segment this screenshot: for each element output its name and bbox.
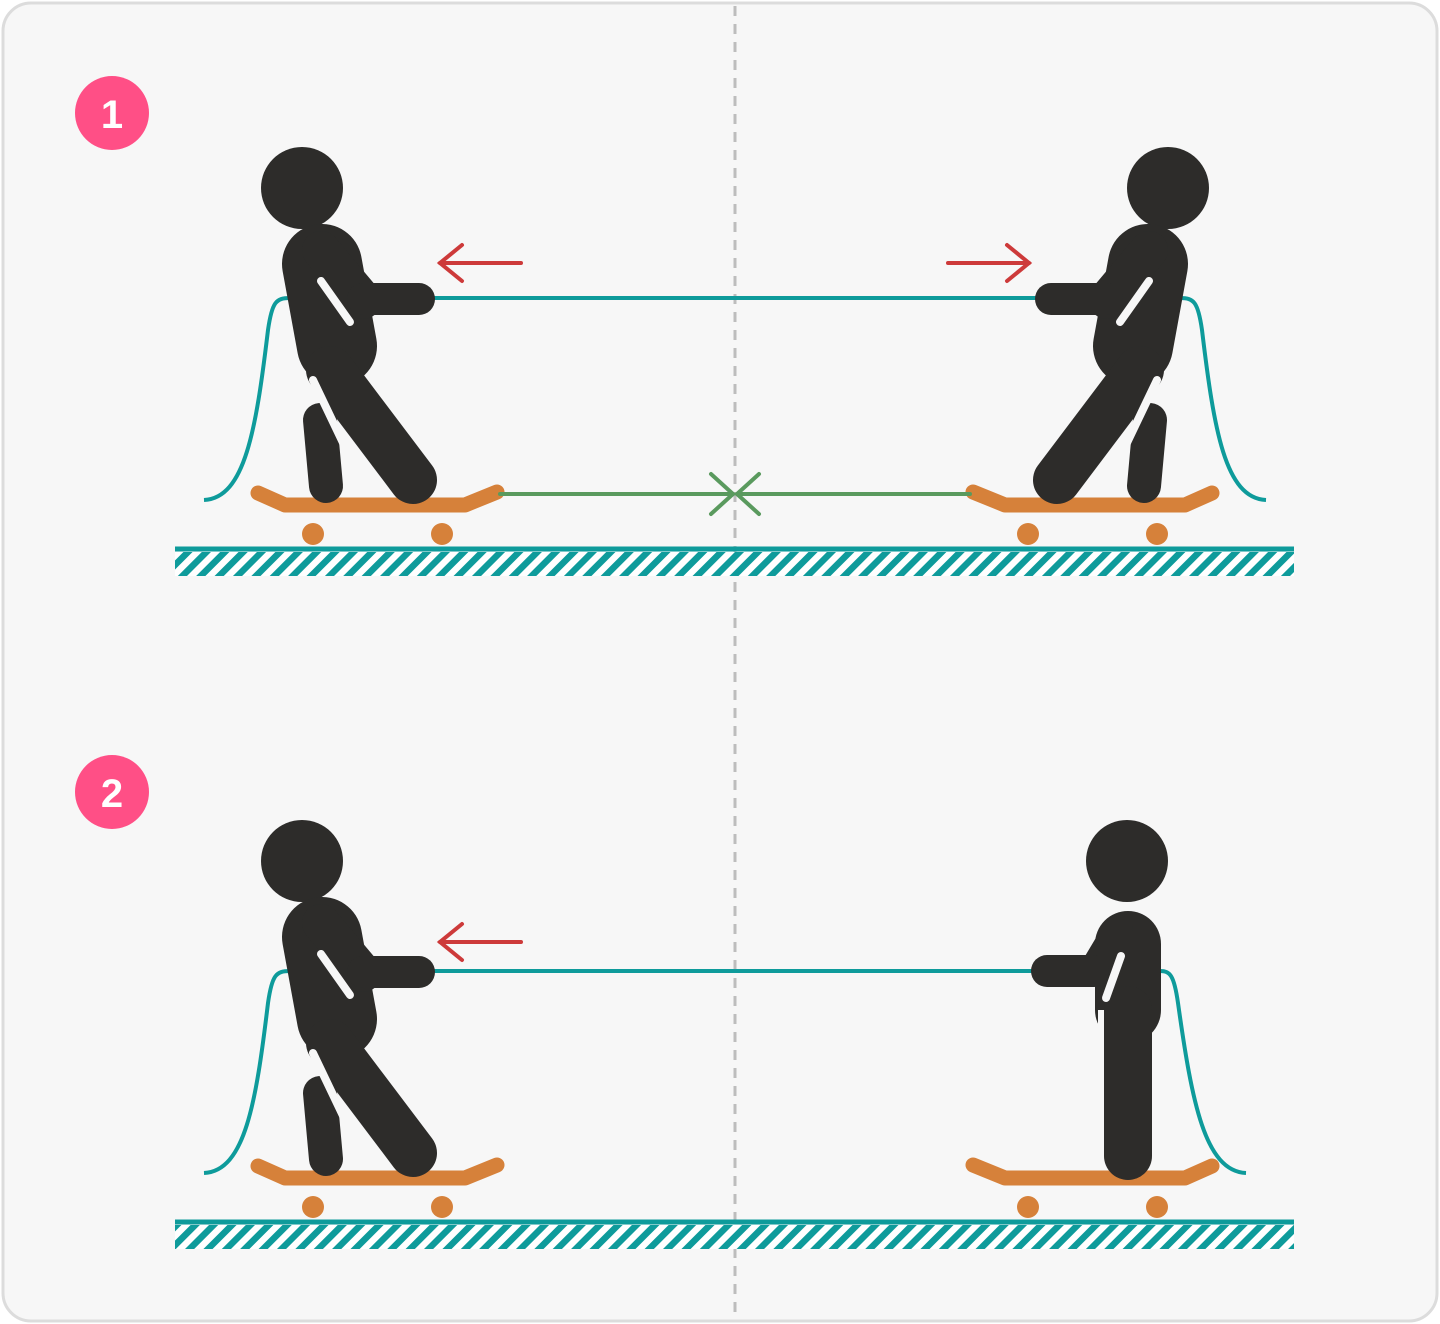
scene-1: 1: [75, 76, 1294, 576]
left-motion-arrow-icon: [498, 472, 736, 516]
step-badge-1: 1: [75, 76, 149, 150]
ground-icon: [175, 546, 1294, 576]
badge-label-1: 1: [101, 93, 123, 137]
step-badge-2: 2: [75, 755, 149, 829]
right-pull-arrow-icon: [946, 243, 1033, 283]
rope-icon: [203, 969, 1247, 1175]
left-pull-arrow-icon: [436, 243, 523, 283]
scene-2: 2: [75, 755, 1294, 1249]
badge-label-2: 2: [101, 772, 123, 816]
left-pull-arrow-icon: [436, 922, 523, 962]
rope-icon: [203, 296, 1267, 502]
ground-icon: [175, 1219, 1294, 1249]
right-motion-arrow-icon: [734, 472, 972, 516]
